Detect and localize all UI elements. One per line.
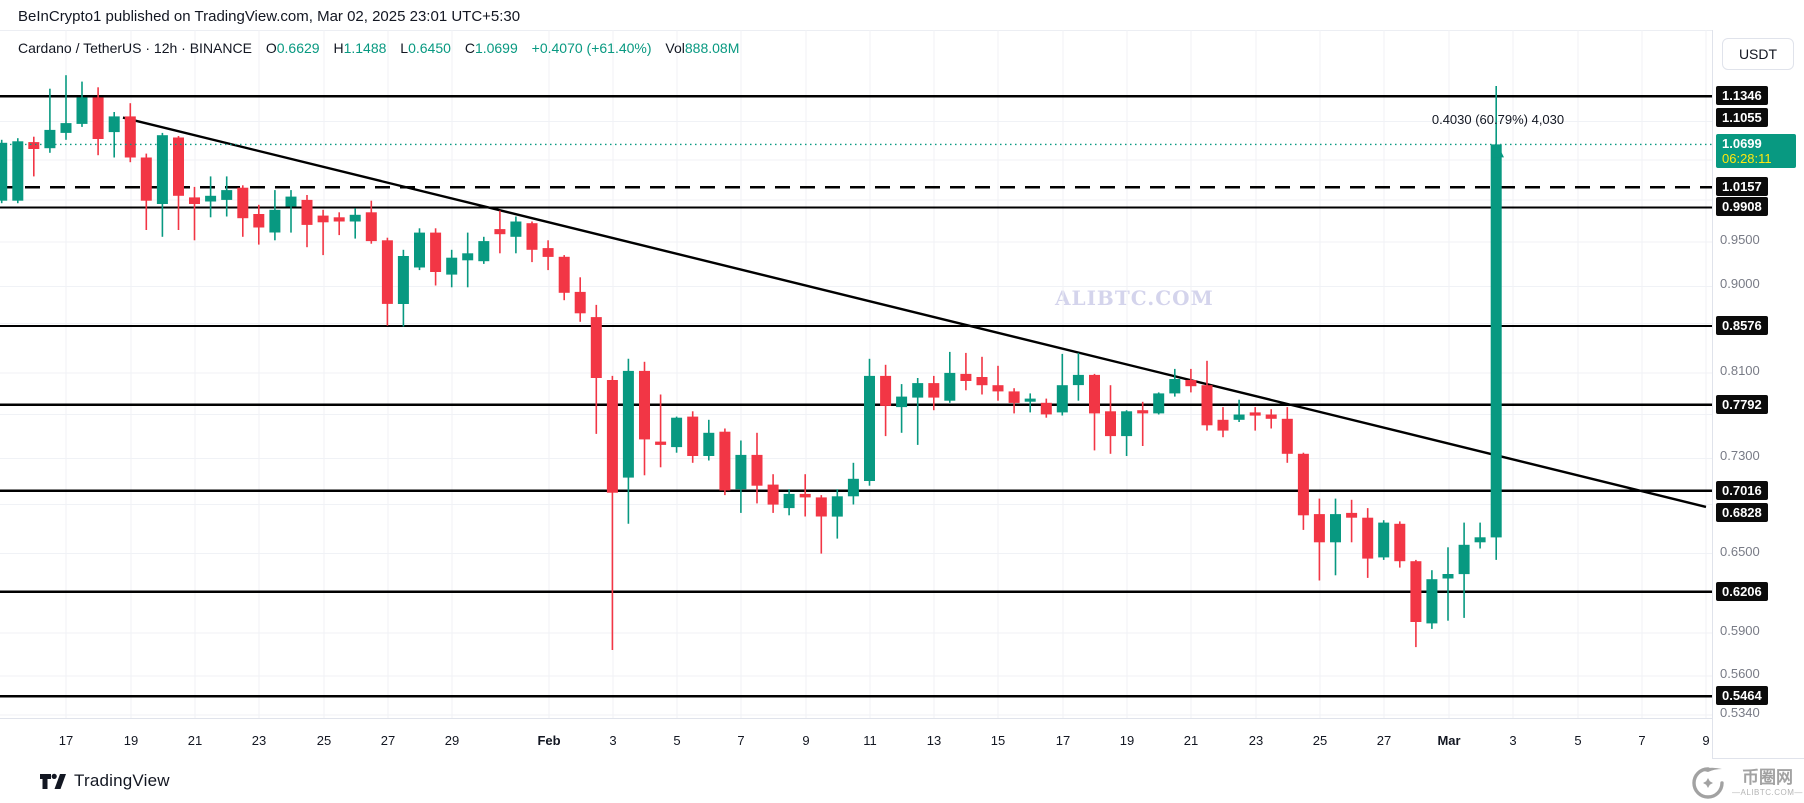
time-tick-label: 19 — [1119, 733, 1135, 748]
time-tick-label: 19 — [123, 733, 139, 748]
time-tick-label: 5 — [673, 733, 681, 748]
line-price-label: 0.7016 — [1716, 480, 1768, 500]
open-value: 0.6629 — [276, 40, 320, 56]
bottom-bar: TradingView 币圈网 —ALIBTC.COM— — [0, 758, 1804, 803]
low-label: L — [400, 40, 409, 56]
time-tick-label: Mar — [1437, 733, 1461, 748]
price-tick-label: 0.9500 — [1720, 232, 1760, 247]
line-price-label: 1.1055 — [1716, 107, 1768, 127]
change-value: +0.4070 (+61.40%) — [531, 40, 652, 56]
time-tick-label: 25 — [1312, 733, 1328, 748]
time-tick-label: 13 — [926, 733, 942, 748]
high-value: 1.1488 — [343, 40, 387, 56]
high-label: H — [333, 40, 344, 56]
bar-countdown: 06:28:11 — [1722, 151, 1772, 167]
time-tick-label: 17 — [1055, 733, 1071, 748]
footer-cn-subtext: —ALIBTC.COM— — [1732, 788, 1803, 797]
tradingview-logo[interactable]: TradingView — [40, 771, 170, 791]
time-tick-label: 29 — [444, 733, 460, 748]
price-tick-label: 0.5340 — [1720, 704, 1760, 720]
symbol-title[interactable]: Cardano / TetherUS · 12h · BINANCE — [18, 40, 252, 56]
time-tick-label: 21 — [1183, 733, 1199, 748]
volume-value: 888.08M — [684, 40, 740, 56]
footer-site-watermark: 币圈网 —ALIBTC.COM— — [1688, 763, 1803, 803]
currency-toggle-button[interactable]: USDT — [1722, 38, 1794, 70]
site-watermark: ALIBTC.COM — [1055, 286, 1214, 310]
publish-attribution: BeInCrypto1 published on TradingView.com… — [18, 8, 521, 25]
low-value: 0.6450 — [408, 40, 451, 56]
header-divider — [0, 30, 1804, 31]
price-tick-label: 0.8100 — [1720, 362, 1760, 378]
volume-label: Vol — [665, 40, 685, 56]
price-tick-label: 0.6500 — [1720, 543, 1760, 559]
swirl-logo-icon — [1692, 767, 1724, 799]
current-price-label: 1.0699 06:28:11 — [1716, 134, 1796, 169]
time-tick-label: 15 — [990, 733, 1006, 748]
close-value: 1.0699 — [474, 40, 518, 56]
time-tick-label: 27 — [380, 733, 396, 748]
time-tick-label: 11 — [863, 733, 877, 748]
time-tick-label: 17 — [58, 733, 74, 748]
line-price-label: 0.7792 — [1716, 394, 1768, 414]
line-price-label: 0.5464 — [1716, 686, 1768, 706]
line-price-label: 0.9908 — [1716, 197, 1768, 217]
time-tick-label: 7 — [1638, 733, 1646, 748]
time-tick-label: Feb — [537, 733, 561, 748]
tradingview-logo-icon — [40, 773, 66, 789]
time-tick-label: 7 — [737, 733, 745, 748]
tradingview-logo-text: TradingView — [74, 771, 170, 790]
line-price-label: 0.6828 — [1716, 503, 1768, 523]
time-tick-label: 27 — [1376, 733, 1392, 748]
price-tick-label: 0.5900 — [1720, 623, 1760, 639]
measure-tool-annotation: 0.4030 (60.79%) 4,030 — [1431, 112, 1565, 127]
price-tick-label: 0.9000 — [1720, 276, 1760, 292]
line-price-label: 0.6206 — [1716, 581, 1768, 601]
current-price-value: 1.0699 — [1722, 136, 1762, 152]
price-tick-label: 0.5600 — [1720, 665, 1760, 681]
time-tick-label: 5 — [1574, 733, 1582, 748]
time-tick-label: 25 — [316, 733, 332, 748]
close-label: C — [464, 40, 475, 56]
time-tick-label: 3 — [1509, 733, 1517, 748]
time-tick-label: 3 — [609, 733, 617, 748]
price-tick-label: 0.7300 — [1720, 448, 1760, 464]
open-label: O — [265, 40, 277, 56]
time-tick-label: 23 — [251, 733, 267, 748]
time-tick-label: 9 — [802, 733, 810, 748]
line-price-label: 0.8576 — [1716, 316, 1768, 336]
footer-cn-text: 币圈网 — [1741, 768, 1793, 787]
time-tick-label: 9 — [1702, 733, 1710, 748]
time-tick-label: 23 — [1248, 733, 1264, 748]
time-tick-label: 21 — [187, 733, 203, 748]
time-axis[interactable]: 17 19 21 23 25 27 29 Feb 3 5 7 9 11 13 15 17 19 21 23 25 27 M… — [0, 718, 1712, 759]
symbol-legend[interactable]: Cardano / TetherUS · 12h · BINANCE O0.66… — [18, 40, 739, 56]
candlestick-chart-canvas[interactable] — [0, 0, 1712, 758]
line-price-label: 1.1346 — [1716, 86, 1768, 106]
line-price-label: 1.0157 — [1716, 177, 1768, 197]
